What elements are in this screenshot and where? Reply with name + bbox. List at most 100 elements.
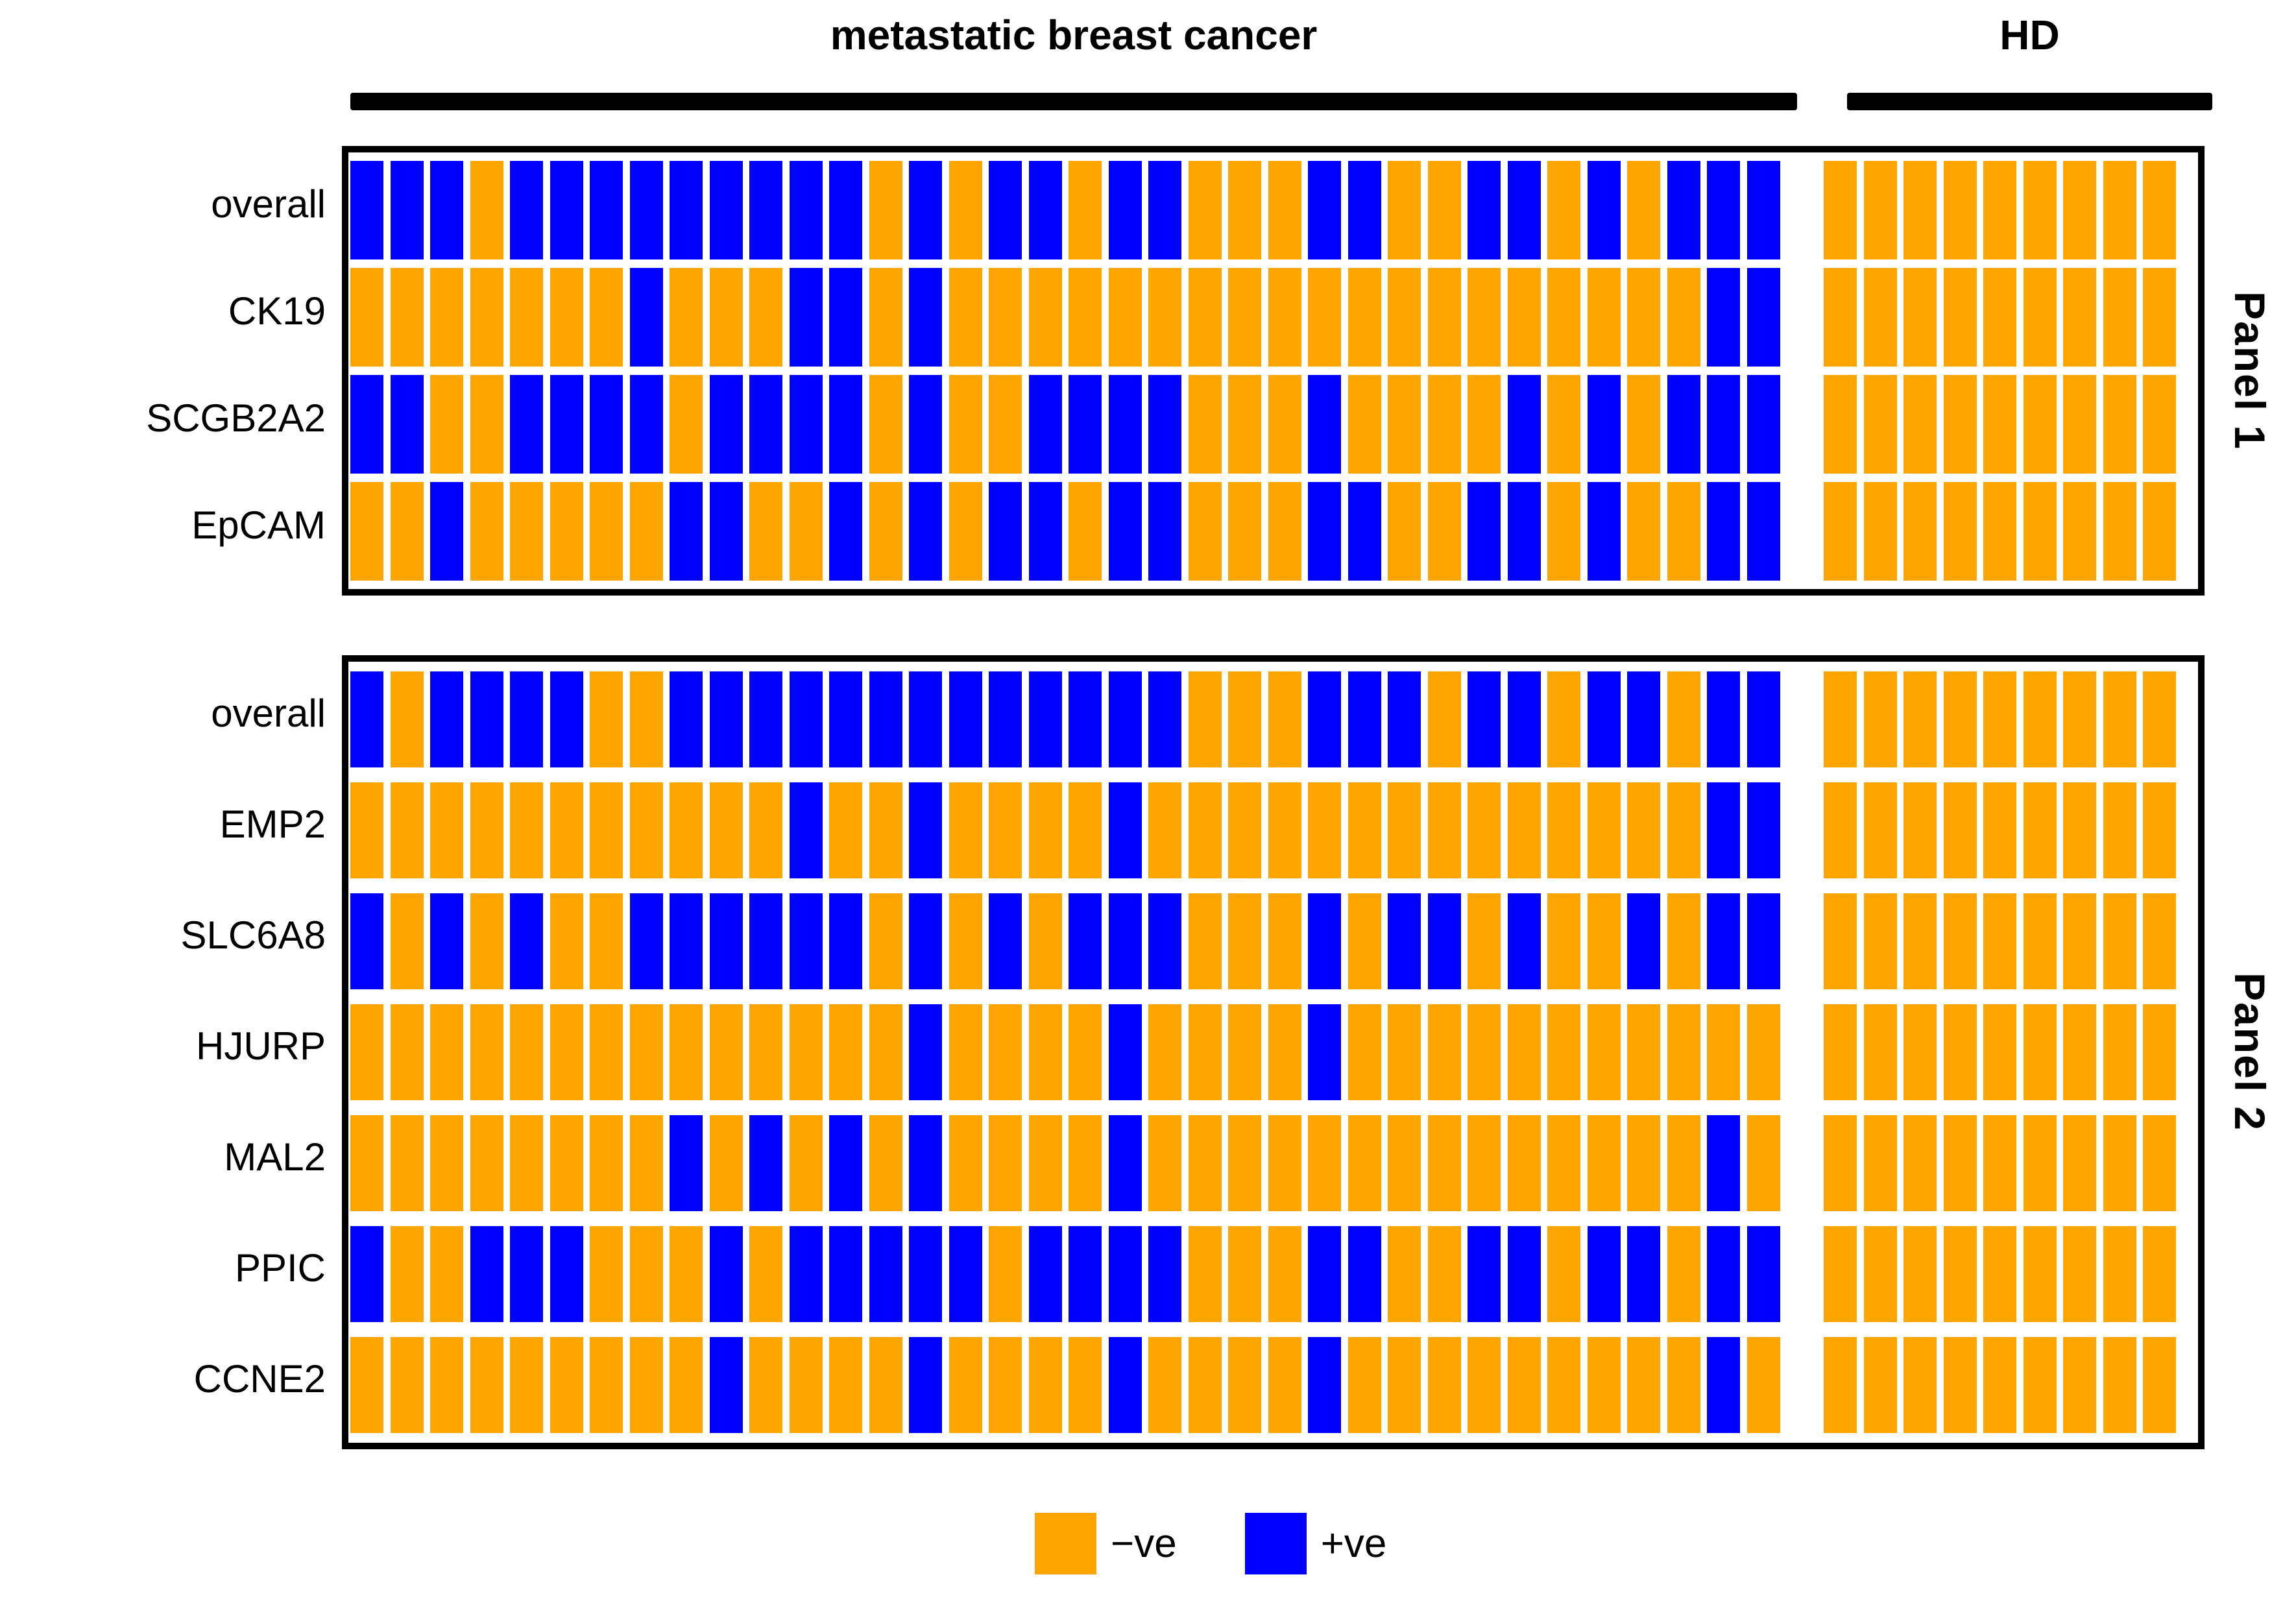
heatmap-cell	[1627, 893, 1660, 989]
heatmap-cell	[1667, 1115, 1700, 1211]
heatmap-cell	[1547, 782, 1580, 878]
heatmap-cell	[1427, 1337, 1461, 1433]
heatmap-cell	[1028, 1226, 1062, 1322]
heatmap-cell	[989, 268, 1022, 367]
heatmap-cell	[1028, 482, 1062, 581]
row-label-ccne2: CCNE2	[193, 1356, 326, 1401]
heatmap-cell	[1427, 268, 1461, 367]
row-label-hjurp: HJURP	[195, 1024, 326, 1068]
heatmap-cell	[989, 671, 1022, 767]
heatmap-cell	[1746, 1004, 1780, 1100]
heatmap-cell	[2023, 375, 2057, 474]
group-underline-bar-mbc	[350, 93, 1797, 110]
legend-item-positive: +ve	[1244, 1513, 1386, 1574]
heatmap-cell	[1028, 671, 1062, 767]
heatmap-cell	[749, 1337, 782, 1433]
heatmap-cell	[1108, 782, 1142, 878]
heatmap-cell	[629, 1226, 663, 1322]
heatmap-cell	[510, 1226, 543, 1322]
heatmap-cell	[1547, 1115, 1580, 1211]
heatmap-cell	[1824, 671, 1857, 767]
heatmap-cell	[390, 375, 424, 474]
heatmap-cell	[1308, 161, 1341, 259]
heatmap-cell	[1707, 782, 1740, 878]
panel1-row-labels: overall CK19 SCGB2A2 EpCAM	[0, 154, 326, 574]
heatmap-cell	[2103, 161, 2136, 259]
heatmap-cell	[1903, 482, 1937, 581]
heatmap-cell	[2023, 671, 2057, 767]
heatmap-cell	[909, 1226, 942, 1322]
heatmap-cell	[1667, 893, 1700, 989]
heatmap-cell	[1627, 1004, 1660, 1100]
heatmap-cell	[1507, 782, 1541, 878]
heatmap-cell	[749, 1226, 782, 1322]
heatmap-cell	[1903, 1115, 1937, 1211]
heatmap-cell	[949, 482, 982, 581]
heatmap-cell	[709, 375, 743, 474]
heatmap-cell	[1746, 1115, 1780, 1211]
heatmap-cell	[869, 1226, 902, 1322]
heatmap-cell	[590, 893, 623, 989]
heatmap-cell	[1347, 375, 1381, 474]
heatmap-cell	[1707, 671, 1740, 767]
heatmap-cell	[1148, 268, 1181, 367]
heatmap-cell	[1943, 1115, 1977, 1211]
heatmap-cell	[2023, 1004, 2057, 1100]
heatmap-cell	[430, 782, 463, 878]
heatmap-cell	[829, 782, 862, 878]
heatmap-cell	[1188, 1226, 1222, 1322]
heatmap-cell	[1028, 1337, 1062, 1433]
group-underline-bar-hd	[1847, 93, 2212, 110]
heatmap-cell	[1188, 782, 1222, 878]
heatmap-cell	[350, 782, 383, 878]
heatmap-cell	[1547, 268, 1580, 367]
heatmap-cell	[1983, 782, 2016, 878]
heatmap-cell	[1468, 1337, 1501, 1433]
heatmap-cell	[749, 893, 782, 989]
heatmap-cell	[829, 375, 862, 474]
heatmap-cell	[1547, 1337, 1580, 1433]
group-gap-spacer	[1787, 782, 1817, 878]
heatmap-cell	[390, 1115, 424, 1211]
heatmap-cell	[2143, 1115, 2176, 1211]
heatmap-cell	[510, 1115, 543, 1211]
heatmap-cell	[1863, 893, 1897, 989]
heatmap-cell	[749, 375, 782, 474]
heatmap-cell	[909, 1337, 942, 1433]
heatmap-cell	[2063, 1226, 2096, 1322]
heatmap-cell	[590, 375, 623, 474]
heatmap-cell	[470, 161, 503, 259]
heatmap-cell	[510, 268, 543, 367]
panel1-name-label: Panel 1	[2226, 291, 2274, 451]
heatmap-cell	[1108, 671, 1142, 767]
heatmap-cell	[1824, 1004, 1857, 1100]
heatmap-cell	[869, 782, 902, 878]
heatmap-cell	[2143, 893, 2176, 989]
heatmap-cell	[2023, 1115, 2057, 1211]
heatmap-cell	[1468, 482, 1501, 581]
heatmap-cell	[1028, 161, 1062, 259]
heatmap-cell	[1824, 1226, 1857, 1322]
heatmap-cell	[949, 893, 982, 989]
heatmap-cell	[2103, 1004, 2136, 1100]
heatmap-cell	[749, 1004, 782, 1100]
heatmap-cell	[1547, 671, 1580, 767]
heatmap-cell	[550, 893, 583, 989]
heatmap-cell	[829, 1337, 862, 1433]
heatmap-cell	[1863, 1337, 1897, 1433]
heatmap-cell	[1707, 161, 1740, 259]
heatmap-cell	[629, 1004, 663, 1100]
heatmap-cell	[430, 161, 463, 259]
heatmap-cell	[1468, 268, 1501, 367]
heatmap-cell	[1746, 482, 1780, 581]
heatmap-cell	[1388, 482, 1421, 581]
heatmap-cell	[829, 1004, 862, 1100]
heatmap-cell	[629, 671, 663, 767]
heatmap-cell	[2103, 893, 2136, 989]
heatmap-cell	[2063, 782, 2096, 878]
heatmap-cell	[550, 161, 583, 259]
heatmap-cell	[869, 1337, 902, 1433]
heatmap-cell	[1667, 375, 1700, 474]
heatmap-cell	[709, 1115, 743, 1211]
heatmap-cell	[2143, 268, 2176, 367]
